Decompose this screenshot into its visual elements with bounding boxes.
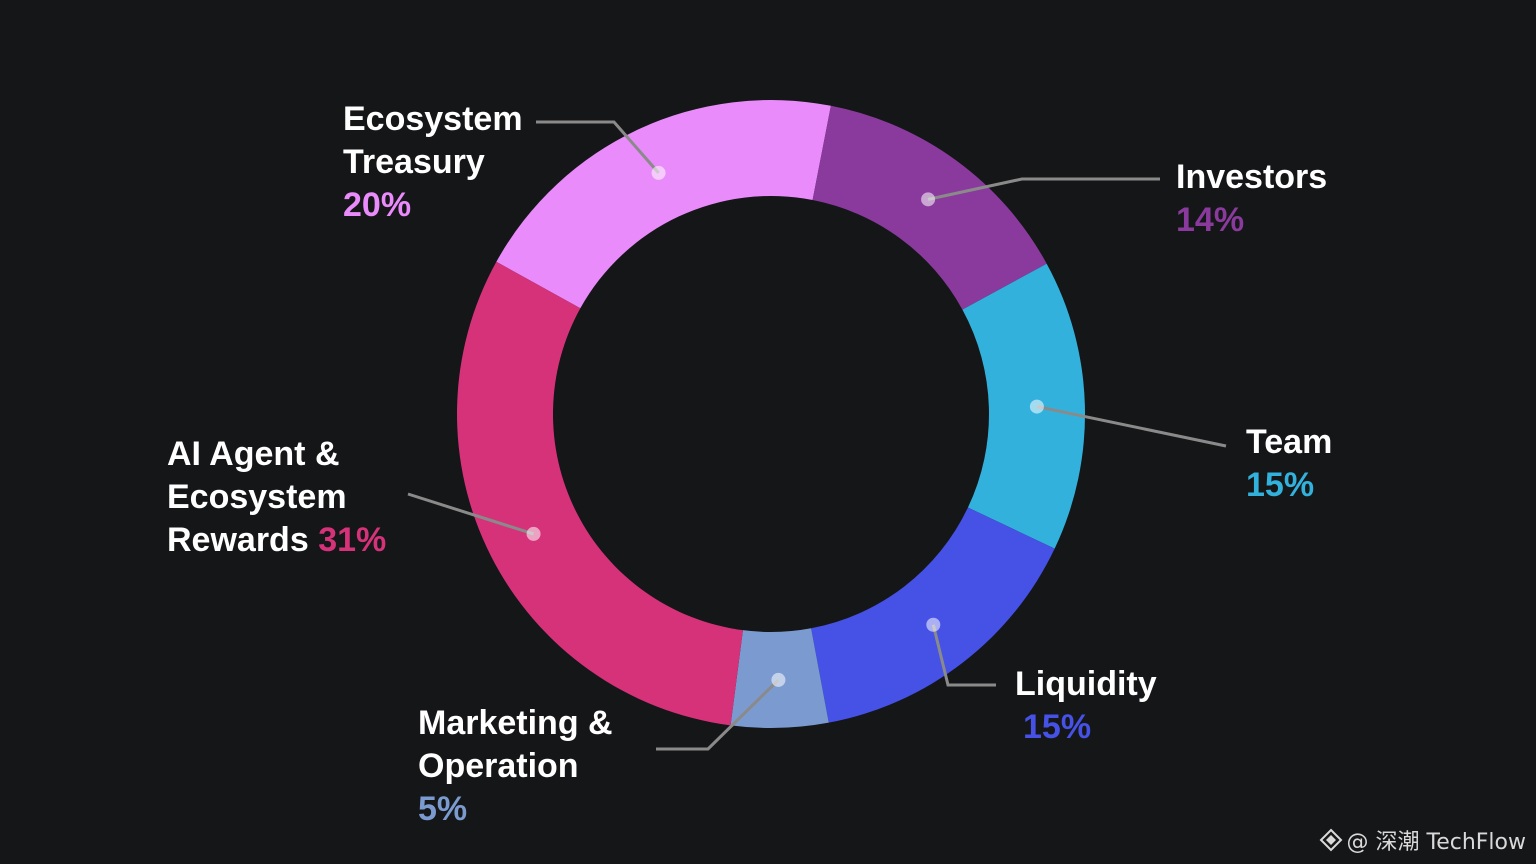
leader-dot bbox=[1029, 399, 1044, 414]
donut-slice bbox=[457, 261, 743, 726]
leader-dot bbox=[526, 526, 541, 541]
label-line: Marketing & bbox=[418, 704, 613, 742]
donut-slice bbox=[812, 105, 1047, 310]
label-line: Team bbox=[1246, 423, 1333, 461]
leader-line bbox=[931, 624, 996, 687]
leader-dot bbox=[771, 672, 786, 687]
leader-line bbox=[536, 120, 660, 174]
percent-label: 20% bbox=[343, 186, 412, 224]
leader-line bbox=[407, 492, 535, 536]
label-team: Team 15% bbox=[1246, 421, 1332, 507]
label-line: AI Agent & bbox=[167, 435, 340, 473]
label-line: Rewards bbox=[167, 521, 309, 559]
label-line: Treasury bbox=[343, 143, 485, 181]
label-investors: Investors 14% bbox=[1176, 156, 1327, 242]
diamond-logo-icon bbox=[1319, 828, 1342, 852]
label-line: Ecosystem bbox=[343, 100, 523, 138]
percent-label: 14% bbox=[1176, 201, 1245, 239]
leader-line bbox=[927, 177, 1160, 201]
label-ai-agent-rewards: AI Agent & Ecosystem Rewards 31% bbox=[167, 433, 386, 562]
label-line: Ecosystem bbox=[167, 478, 347, 516]
percent-label: 5% bbox=[418, 790, 468, 828]
donut-slice bbox=[496, 100, 831, 309]
leader-dot bbox=[921, 192, 936, 207]
percent-label: 31% bbox=[318, 521, 387, 559]
label-line: Liquidity bbox=[1015, 665, 1157, 703]
label-liquidity: Liquidity 15% bbox=[1015, 663, 1157, 749]
watermark-text: @ 深潮 TechFlow bbox=[1346, 830, 1526, 855]
leader-dot bbox=[926, 617, 941, 632]
leader-line bbox=[1036, 405, 1227, 448]
percent-label: 15% bbox=[1246, 466, 1315, 504]
leader-dot bbox=[651, 165, 666, 180]
watermark: @ 深潮 TechFlow bbox=[1319, 824, 1526, 856]
leader-line bbox=[656, 678, 780, 751]
label-line: Investors bbox=[1176, 158, 1328, 196]
label-line-with-percent: Rewards 31% bbox=[167, 519, 386, 562]
label-line: Operation bbox=[418, 747, 579, 785]
label-ecosystem-treasury: Ecosystem Treasury 20% bbox=[343, 98, 523, 227]
donut-slice bbox=[962, 263, 1086, 549]
label-marketing-operation: Marketing & Operation 5% bbox=[418, 702, 613, 831]
percent-label: 15% bbox=[1023, 708, 1092, 746]
donut-slice bbox=[811, 507, 1055, 723]
